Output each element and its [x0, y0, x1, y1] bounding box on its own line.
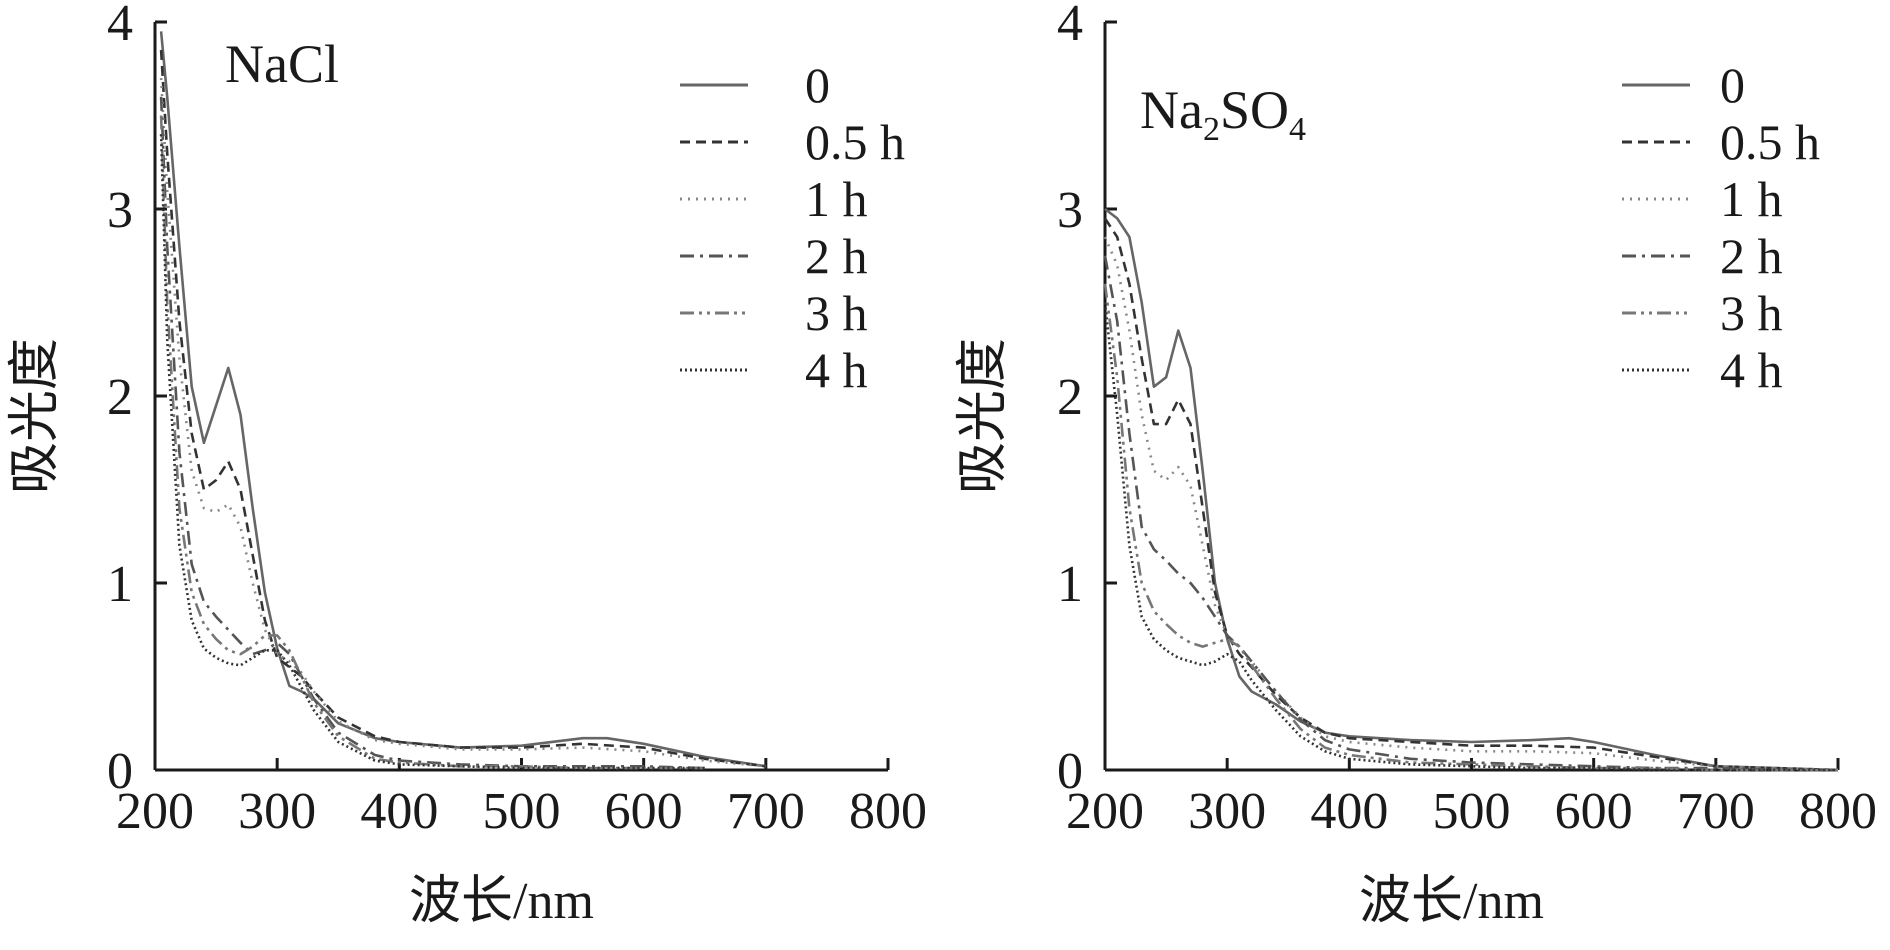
panel-title: NaCl [225, 34, 339, 94]
panel-title: Na2SO4 [1140, 80, 1306, 148]
series-line-4 [1103, 283, 1838, 772]
legend-label: 4 h [1720, 342, 1783, 398]
x-tick-label: 600 [1555, 783, 1633, 840]
x-tick-label: 200 [116, 783, 194, 840]
series-line-5 [1103, 302, 1838, 772]
y-tick-label: 3 [1057, 182, 1083, 239]
legend-label: 4 h [805, 342, 868, 398]
x-tick-label: 300 [238, 783, 316, 840]
series-line-5 [159, 134, 705, 770]
legend-label: 0.5 h [805, 114, 905, 170]
x-axis-title: 波长/nm [1359, 873, 1544, 930]
x-tick-label: 700 [727, 783, 805, 840]
y-tick-label: 3 [107, 182, 133, 239]
y-tick-label: 1 [107, 556, 133, 613]
series-line-4 [159, 115, 705, 770]
series-line-3 [1103, 255, 1838, 772]
legend-label: 0 [805, 57, 830, 113]
x-tick-label: 400 [1310, 783, 1388, 840]
y-tick-label: 1 [1057, 556, 1083, 613]
x-tick-label: 500 [483, 783, 561, 840]
series-line-0 [1104, 207, 1839, 772]
legend-label: 2 h [805, 228, 868, 284]
legend-label: 2 h [1720, 228, 1783, 284]
legend-label: 1 h [805, 171, 868, 227]
chart-panel-1: 200 300 400 500 600 700 800 0 1 2 3 4 波长/nm 吸光度 Na2SO4… [955, 0, 1877, 930]
legend-label: 3 h [805, 285, 868, 341]
x-axis-title: 波长/nm [409, 873, 594, 930]
x-tick-label: 200 [1066, 783, 1144, 840]
x-tick-label: 400 [360, 783, 438, 840]
x-tick-label: 300 [1188, 783, 1266, 840]
legend-label: 1 h [1720, 171, 1783, 227]
series-line-1 [159, 49, 766, 768]
series-line-2 [159, 78, 766, 768]
legend-label: 0 [1720, 57, 1745, 113]
y-axis-title: 吸光度 [7, 338, 64, 494]
y-axis-title: 吸光度 [955, 338, 1012, 494]
legend-label: 3 h [1720, 285, 1783, 341]
y-tick-label: 0 [107, 743, 133, 800]
x-tick-label: 600 [605, 783, 683, 840]
series-line-0 [159, 31, 766, 768]
y-tick-label: 4 [1057, 0, 1083, 52]
x-tick-label: 500 [1433, 783, 1511, 840]
x-tick-label: 700 [1677, 783, 1755, 840]
y-tick-label: 2 [107, 369, 133, 426]
y-tick-label: 4 [107, 0, 133, 52]
legend-label: 0.5 h [1720, 114, 1820, 170]
x-tick-label: 800 [1799, 783, 1877, 840]
x-tick-label: 800 [849, 783, 927, 840]
y-tick-label: 2 [1057, 369, 1083, 426]
y-tick-label: 0 [1057, 743, 1083, 800]
